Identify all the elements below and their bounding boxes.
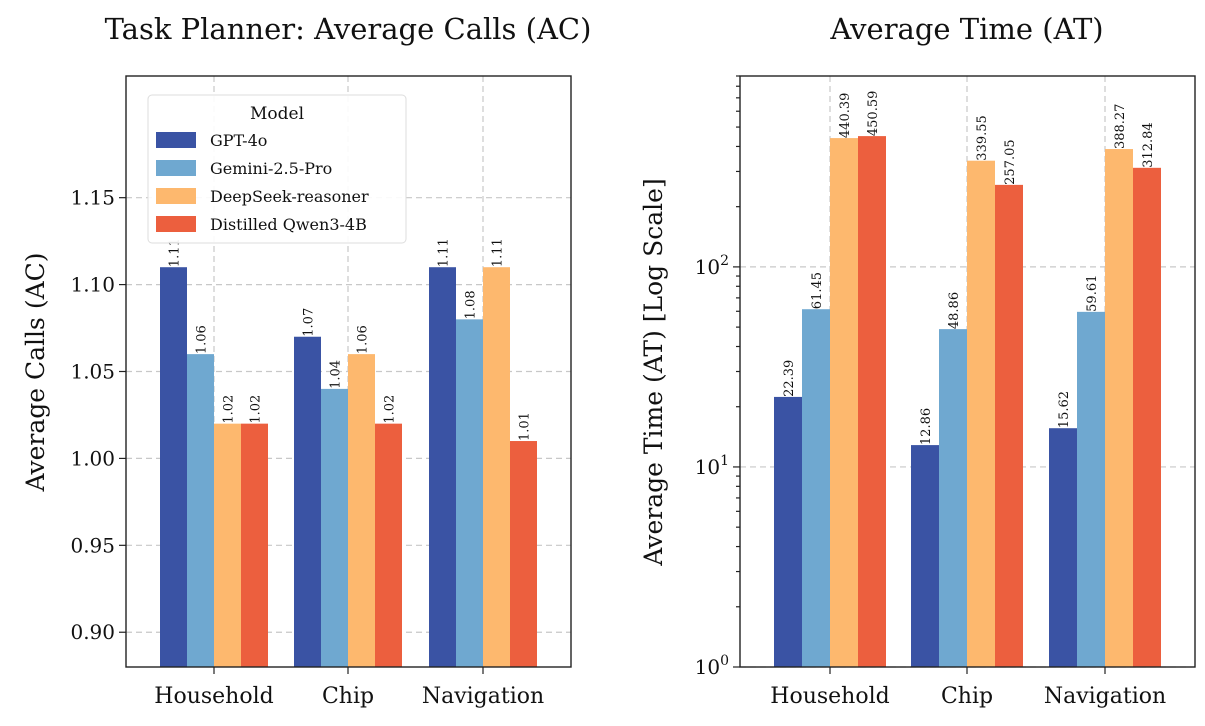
- bar: [939, 329, 967, 667]
- bar: [214, 423, 241, 667]
- bar-value-label: 1.02: [249, 395, 264, 424]
- y-tick-label: 100: [695, 653, 729, 679]
- bar-value-label: 388.27: [1113, 104, 1128, 150]
- bar-value-label: 1.11: [437, 238, 452, 267]
- legend-swatch: [156, 132, 196, 148]
- bar-value-label: 1.06: [356, 325, 371, 354]
- chart-title: Task Planner: Average Calls (AC): [105, 12, 592, 46]
- y-tick-label: 0.95: [70, 533, 115, 557]
- bar: [294, 336, 321, 667]
- bar: [483, 267, 510, 667]
- bar: [802, 309, 830, 667]
- legend-swatch: [156, 216, 196, 232]
- bar-value-label: 312.84: [1141, 122, 1156, 168]
- legend-entry: Gemini-2.5-Pro: [210, 159, 332, 178]
- bar-value-label: 1.07: [302, 308, 317, 337]
- y-tick-label: 101: [695, 453, 729, 479]
- bar: [456, 319, 483, 667]
- bar: [160, 267, 187, 667]
- bar: [911, 445, 939, 667]
- x-tick-label: Navigation: [422, 684, 544, 709]
- legend-box: [147, 94, 407, 244]
- y-tick-label: 1.10: [70, 273, 115, 297]
- bar-value-label: 339.55: [975, 115, 990, 161]
- legend: Model GPT-4o Gemini-2.5-Pro DeepSeek-reason…: [147, 94, 407, 244]
- bar: [241, 423, 268, 667]
- x-tick-label: Navigation: [1044, 684, 1166, 709]
- x-tick-label: Chip: [322, 684, 374, 709]
- bar-value-label: 1.11: [168, 238, 183, 267]
- x-tick-label: Household: [770, 684, 889, 709]
- chart-average-calls: Task Planner: Average Calls (AC) 1.11 1.0…: [21, 12, 591, 709]
- bar-value-label: 440.39: [838, 93, 853, 139]
- legend-swatch: [156, 188, 196, 204]
- y-tick-label: 1.00: [70, 446, 115, 470]
- bar: [510, 441, 537, 667]
- bar-value-label: 12.86: [919, 408, 934, 445]
- bar-value-label: 48.86: [947, 292, 962, 329]
- y-tick-label: 102: [695, 253, 729, 279]
- bar: [429, 267, 456, 667]
- bar: [858, 136, 886, 667]
- bar: [1105, 149, 1133, 667]
- bar-value-label: 1.01: [518, 412, 533, 441]
- bar: [1133, 167, 1161, 667]
- bar-value-label: 1.02: [222, 395, 237, 424]
- bar-value-label: 1.06: [195, 325, 210, 354]
- bar-value-label: 1.04: [329, 360, 344, 389]
- legend-entry: GPT-4o: [210, 131, 267, 150]
- bar-value-label: 59.61: [1085, 275, 1100, 312]
- bar-value-label: 257.05: [1003, 139, 1018, 185]
- legend-entry: DeepSeek-reasoner: [210, 187, 369, 206]
- bar: [1077, 311, 1105, 667]
- bar-value-label: 450.59: [866, 91, 881, 137]
- x-tick-label: Chip: [941, 684, 993, 709]
- bar-value-label: 61.45: [810, 272, 825, 309]
- bar-value-label: 1.11: [491, 238, 506, 267]
- bar-value-label: 1.08: [464, 290, 479, 319]
- y-tick-label: 1.05: [70, 360, 115, 384]
- bar: [321, 388, 348, 667]
- bar: [995, 184, 1023, 667]
- y-axis-label: Average Calls (AC): [21, 252, 50, 492]
- bar-value-label: 15.62: [1057, 391, 1072, 428]
- bar-value-label: 22.39: [782, 360, 797, 397]
- bar: [830, 138, 858, 667]
- legend-title: Model: [250, 104, 304, 124]
- chart-average-time: Average Time (AT) 22.39 12.86 15.62 61.45 48…: [639, 12, 1196, 709]
- bar-value-label: 1.02: [383, 395, 398, 424]
- legend-swatch: [156, 160, 196, 176]
- legend-entry: Distilled Qwen3-4B: [210, 215, 367, 234]
- y-tick-label: 0.90: [70, 620, 115, 644]
- y-axis-label: Average Time (AT) [Log Scale]: [639, 178, 668, 566]
- bar: [1049, 428, 1077, 667]
- bar: [375, 423, 402, 667]
- bar: [774, 396, 802, 667]
- bar: [187, 354, 214, 667]
- bar: [348, 354, 375, 667]
- chart-title: Average Time (AT): [829, 12, 1103, 46]
- x-tick-label: Household: [154, 684, 273, 709]
- bar: [967, 160, 995, 668]
- y-tick-label: 1.15: [70, 186, 115, 210]
